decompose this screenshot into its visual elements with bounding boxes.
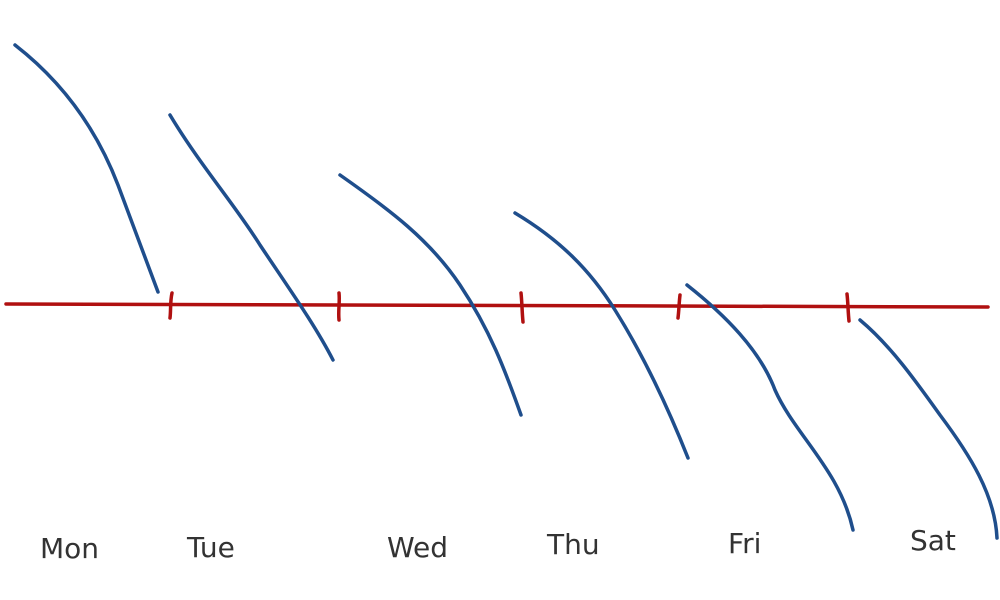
day-label: Sat: [910, 524, 956, 557]
curve: [685, 283, 855, 532]
day-label: Thu: [546, 528, 600, 561]
tick: [676, 293, 682, 320]
curve: [858, 318, 999, 540]
curve: [513, 211, 690, 460]
day-label: Tue: [186, 531, 235, 564]
curve: [168, 113, 335, 362]
day-label: Wed: [387, 531, 448, 564]
tick: [336, 291, 342, 322]
day-label: Mon: [40, 532, 99, 565]
curve: [13, 43, 160, 294]
tick: [168, 291, 174, 320]
day-label: Fri: [728, 527, 761, 560]
tick: [845, 292, 851, 323]
timeline: [4, 302, 990, 309]
curve: [338, 173, 523, 417]
tick: [519, 291, 525, 324]
